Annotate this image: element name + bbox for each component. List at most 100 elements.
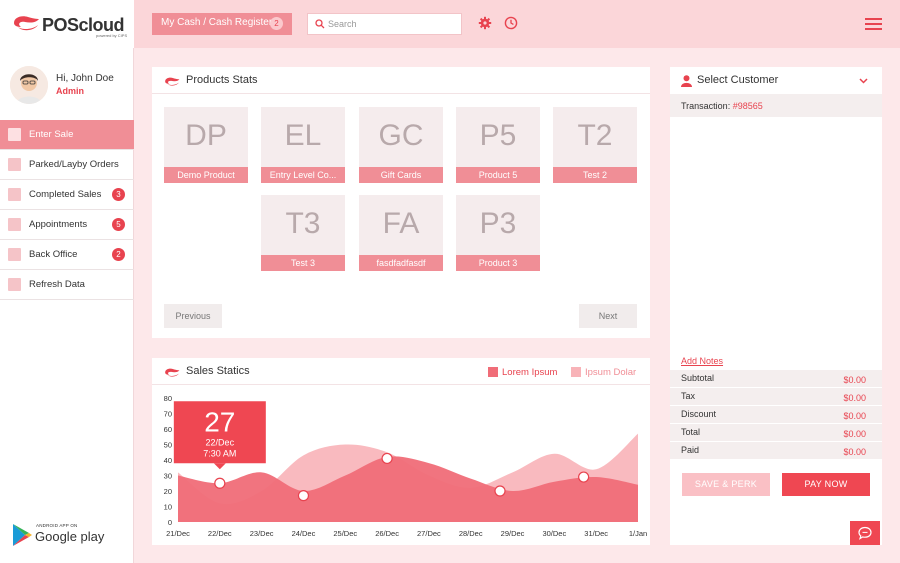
data-point-marker [381,452,393,465]
series-area-lorem-ipsum [178,456,638,522]
add-notes-link[interactable]: Add Notes [681,356,724,366]
sidebar-item-label: Refresh Data [29,279,85,290]
product-tile[interactable]: P5 Product 5 [456,107,540,183]
product-label: Product 3 [456,255,540,271]
logo-area: POScloud powered by CIPS [0,0,134,48]
sidebar-item-appointments[interactable]: Appointments 5 [0,210,134,240]
legend-label-ipsum-dolar: Ipsum Dolar [585,367,637,378]
product-tile[interactable]: T3 Test 3 [261,195,345,271]
totals-value: $0.00 [843,429,866,439]
product-tile[interactable]: EL Entry Level Co... [261,107,345,183]
clock-icon[interactable] [504,16,518,30]
poscloud-logo-icon [165,368,180,377]
chat-bubble-icon [858,526,872,540]
hamburger-menu-icon[interactable] [865,17,882,31]
cash-register-badge: 2 [270,17,283,30]
product-label: fasdfadfasdf [359,255,443,271]
x-tick-label: 1/Jan [629,529,647,538]
totals-label: Paid [681,445,700,455]
tooltip-date: 22/Dec [206,437,235,447]
sidebar-item-label: Appointments [29,219,88,230]
cash-register-button[interactable]: My Cash / Cash Register 2 [152,13,292,35]
sidebar-item-enter-sale[interactable]: Enter Sale [0,120,134,150]
y-tick-label: 30 [164,472,172,481]
x-tick-label: 27/Dec [417,529,441,538]
product-abbr: GC [378,119,424,152]
sidebar-item-parked-orders[interactable]: Parked/Layby Orders [0,150,134,180]
y-tick-label: 60 [164,425,172,434]
data-point-marker [578,471,590,483]
x-tick-label: 23/Dec [250,529,274,538]
product-tile[interactable]: DP Demo Product [164,107,248,183]
calendar-icon [8,218,21,231]
sidebar-item-label: Completed Sales [29,189,102,200]
sidebar-item-refresh-data[interactable]: Refresh Data [0,270,134,300]
chevron-down-icon[interactable] [859,78,868,84]
app-header: POScloud powered by CIPS My Cash / Cash … [0,0,900,48]
product-tile[interactable]: GC Gift Cards [359,107,443,183]
count-badge: 5 [112,218,125,231]
divider [152,384,650,385]
previous-button[interactable]: Previous [164,304,222,328]
x-tick-label: 22/Dec [208,529,232,538]
totals-label: Tax [681,391,696,401]
product-abbr: EL [284,119,322,152]
x-tick-label: 24/Dec [292,529,316,538]
x-tick-label: 30/Dec [542,529,566,538]
totals-row-discount: Discount $0.00 [670,406,882,424]
avatar[interactable] [10,66,48,104]
search-input[interactable] [328,17,456,31]
product-label: Product 5 [456,167,540,183]
select-customer-dropdown[interactable]: Select Customer [697,74,779,86]
x-tick-label: 26/Dec [375,529,399,538]
sales-statics-card: Sales Statics Lorem Ipsum Ipsum Dolar 0 1… [152,358,650,545]
chat-button[interactable] [850,521,880,545]
data-point-marker [214,477,226,489]
poscloud-logo-icon [14,16,39,31]
product-label: Gift Cards [359,167,443,183]
product-abbr: P3 [479,207,517,240]
sidebar-item-label: Enter Sale [29,129,74,140]
totals-value: $0.00 [843,411,866,421]
product-label: Test 3 [261,255,345,271]
totals-value: $0.00 [843,393,866,403]
next-button[interactable]: Next [579,304,637,328]
y-tick-label: 0 [168,518,172,527]
poscloud-logo-icon [165,77,180,86]
totals-row-paid: Paid $0.00 [670,442,882,460]
save-and-perk-button[interactable]: SAVE & PERK [682,473,770,496]
logo-subtitle: powered by CIPS [96,33,128,38]
legend-swatch-lorem-ipsum [488,367,498,377]
transaction-id: #98565 [732,101,763,111]
x-tick-label: 28/Dec [459,529,483,538]
sidebar-item-completed-sales[interactable]: Completed Sales 3 [0,180,134,210]
search-icon [315,19,325,29]
sales-area-chart: 0 10 20 30 40 50 60 70 80 21/Dec 22/Dec 23/Dec 24/De… [164,394,648,538]
sidebar: Hi, John Doe Admin Enter Sale Parked/Lay… [0,48,134,563]
data-point-marker [297,490,310,502]
product-tile[interactable]: T2 Test 2 [553,107,637,183]
totals-label: Subtotal [681,373,715,383]
store-badge-name: Google play [35,529,105,544]
pay-now-button[interactable]: PAY NOW [782,473,870,496]
product-tile[interactable]: P3 Product 3 [456,195,540,271]
user-role: Admin [56,86,84,96]
inbox-icon [8,188,21,201]
totals-row-total: Total $0.00 [670,424,882,442]
y-tick-label: 80 [164,394,172,403]
totals-value: $0.00 [843,375,866,385]
sidebar-nav: Enter Sale Parked/Layby Orders Completed… [0,120,134,300]
google-play-badge[interactable]: ANDROID APP ON Google play [12,521,112,551]
product-tile[interactable]: FA fasdfadfasdf [359,195,443,271]
y-tick-label: 70 [164,410,172,419]
gear-icon[interactable] [478,16,492,30]
totals-label: Total [681,427,701,437]
google-play-icon [13,524,32,546]
logo-text: POScloud [42,15,125,35]
product-label: Test 2 [553,167,637,183]
refresh-icon [8,278,21,291]
totals-row-subtotal: Subtotal $0.00 [670,370,882,388]
x-tick-label: 25/Dec [333,529,357,538]
card-title: Sales Statics [186,365,250,377]
sidebar-item-back-office[interactable]: Back Office 2 [0,240,134,270]
